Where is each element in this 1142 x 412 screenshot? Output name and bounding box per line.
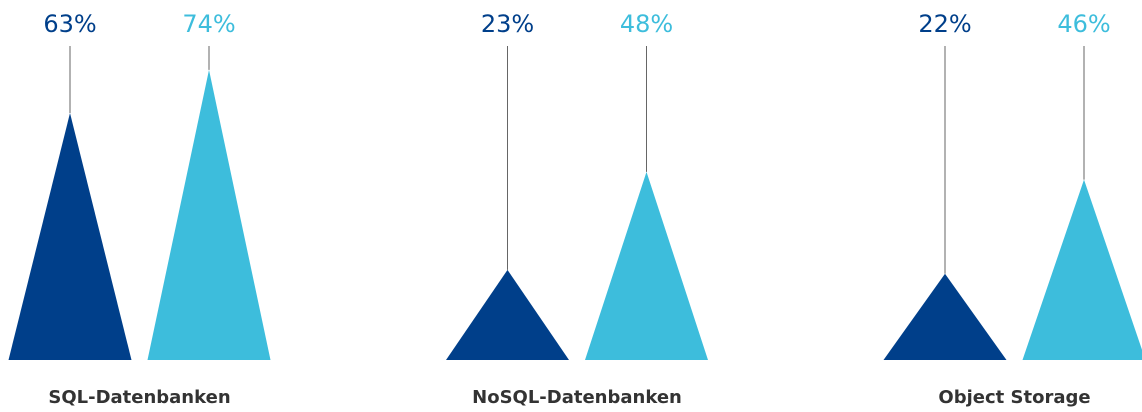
triangle-bar [585, 171, 708, 360]
value-label: 48% [620, 10, 673, 38]
triangle-bar [883, 273, 1007, 360]
triangle-bar [147, 69, 271, 361]
category-label: SQL-Datenbanken [48, 387, 230, 408]
value-label: 23% [481, 10, 534, 38]
value-label: 22% [918, 10, 971, 38]
triangle-bar [446, 269, 569, 360]
value-label: 46% [1057, 10, 1110, 38]
category-label: NoSQL-Datenbanken [472, 387, 682, 408]
triangle-bar [8, 113, 132, 360]
category-label: Object Storage [938, 387, 1090, 408]
value-label: 63% [43, 10, 96, 38]
triangle-bar [1022, 179, 1142, 360]
value-label: 74% [182, 10, 235, 38]
